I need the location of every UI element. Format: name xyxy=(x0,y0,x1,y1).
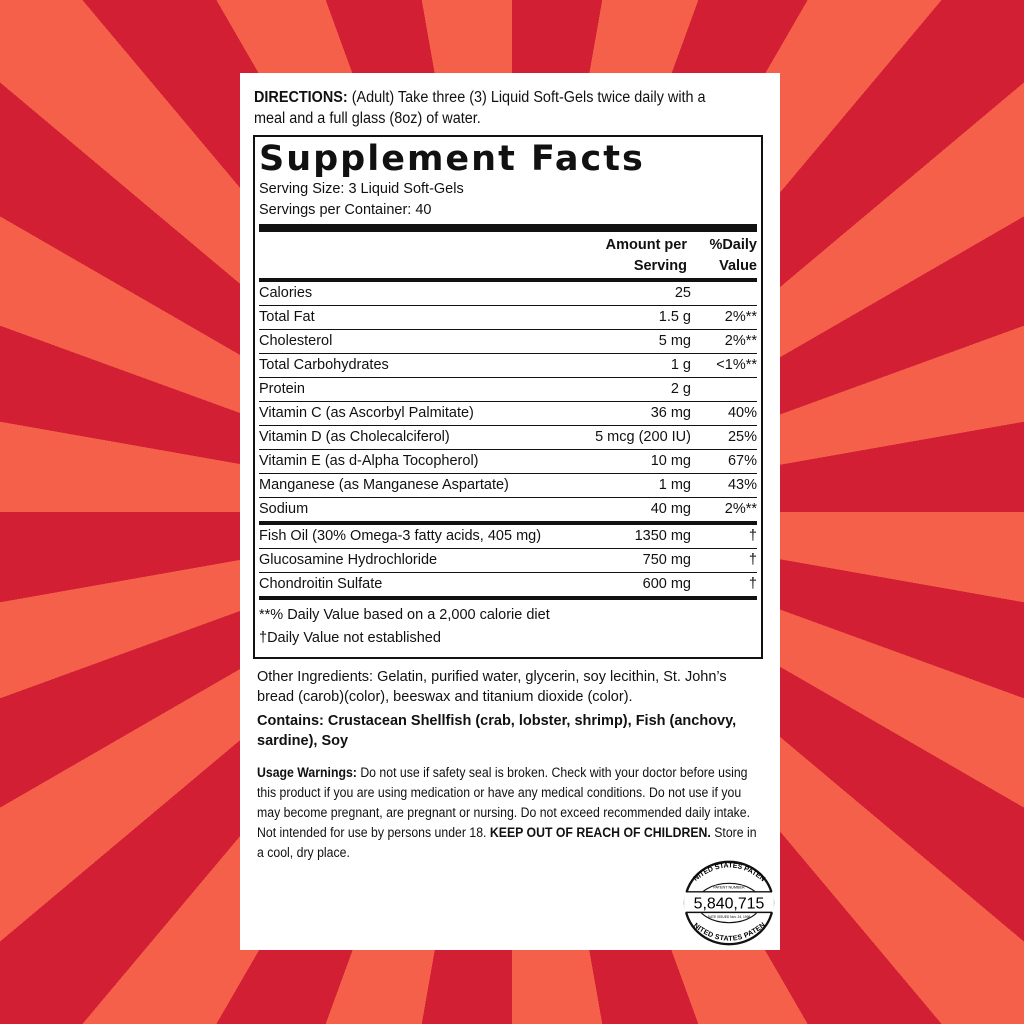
row-amount: 36 mg xyxy=(650,405,691,421)
ingredients: Other Ingredients: Gelatin, purified wat… xyxy=(257,667,767,751)
table-header: Amount per Serving %Daily Value xyxy=(259,232,757,278)
row-name: Sodium xyxy=(259,501,309,517)
table-row: Glucosamine Hydrochloride 750 mg † xyxy=(259,549,757,573)
warnings-text: Do not use if safety seal is broken. Che… xyxy=(257,765,751,840)
row-name: Protein xyxy=(259,381,305,397)
row-amount: 5 mcg (200 IU) xyxy=(595,429,691,445)
serving-size: Serving Size: 3 Liquid Soft-Gels xyxy=(259,181,464,197)
row-name: Cholesterol xyxy=(259,333,333,349)
col-amount: Amount per Serving xyxy=(547,235,687,278)
allergen-contains: Contains: Crustacean Shellfish (crab, lo… xyxy=(257,713,737,749)
row-amount: 10 mg xyxy=(650,453,691,469)
col-amount-line2: Serving xyxy=(633,258,687,274)
table-row: Total Fat 1.5 g 2%** xyxy=(259,306,757,330)
facts-title: Supplement Facts xyxy=(259,139,645,179)
warnings-end: Store in a cool, dry place. xyxy=(257,825,757,860)
divider xyxy=(259,596,757,600)
supplement-facts-panel: Supplement Facts Serving Size: 3 Liquid … xyxy=(253,135,763,659)
row-name: Chondroitin Sulfate xyxy=(259,576,383,592)
row-amount: 40 mg xyxy=(650,501,691,517)
row-name: Total Carbohydrates xyxy=(259,357,389,373)
table-row: Cholesterol 5 mg 2%** xyxy=(259,330,757,354)
row-amount: 1350 mg xyxy=(634,528,691,544)
row-name: Glucosamine Hydrochloride xyxy=(259,552,438,568)
supplement-label: DIRECTIONS: (Adult) Take three (3) Liqui… xyxy=(240,73,780,950)
seal-date: DATE ISSUED Nov. 24, 1998 xyxy=(708,915,751,919)
row-amount: 750 mg xyxy=(642,552,691,568)
row-dv xyxy=(691,282,757,305)
row-name: Fish Oil (30% Omega-3 fatty acids, 405 m… xyxy=(259,528,542,544)
warnings-label: Usage Warnings: xyxy=(257,765,357,780)
divider xyxy=(259,278,757,282)
row-amount: 1 mg xyxy=(658,477,691,493)
seal-number: 5,840,715 xyxy=(694,896,765,913)
divider xyxy=(259,521,757,525)
row-name: Vitamin E (as d-Alpha Tocopherol) xyxy=(259,453,479,469)
table-row: Chondroitin Sulfate 600 mg † xyxy=(259,573,757,596)
divider xyxy=(259,224,757,232)
row-name: Vitamin D (as Cholecalciferol) xyxy=(259,429,450,445)
row-amount: 25 xyxy=(674,285,691,301)
table-row: Sodium 40 mg 2%** xyxy=(259,498,757,521)
table-row: Vitamin E (as d-Alpha Tocopherol) 10 mg 67… xyxy=(259,450,757,474)
other-ingredients: Other Ingredients: Gelatin, purified wat… xyxy=(257,669,727,705)
row-dv: 25% xyxy=(727,429,757,445)
table-row: Vitamin C (as Ascorbyl Palmitate) 36 mg 40… xyxy=(259,402,757,426)
warnings-caps: KEEP OUT OF REACH OF CHILDREN. xyxy=(489,825,711,840)
seal-label: PATENT NUMBER xyxy=(713,885,745,889)
row-name: Total Fat xyxy=(259,309,315,325)
row-dv: 2%** xyxy=(724,501,757,517)
col-amount-line1: Amount per xyxy=(605,237,687,253)
row-dv: 67% xyxy=(727,453,757,469)
row-dv: 43% xyxy=(727,477,757,493)
table-row: Calories 25 xyxy=(259,282,757,306)
row-dv: † xyxy=(748,576,757,592)
directions-text: (Adult) Take three (3) Liquid Soft-Gels … xyxy=(254,89,706,127)
row-dv xyxy=(691,378,757,401)
col-dv-line1: %Daily xyxy=(709,237,757,253)
table-row: Total Carbohydrates 1 g <1%** xyxy=(259,354,757,378)
table-row: Vitamin D (as Cholecalciferol) 5 mcg (200… xyxy=(259,426,757,450)
col-dv-line2: Value xyxy=(719,258,757,274)
table-row: Fish Oil (30% Omega-3 fatty acids, 405 m… xyxy=(259,525,757,549)
row-dv: 2%** xyxy=(724,309,757,325)
servings-per-container: Servings per Container: 40 xyxy=(259,202,432,218)
row-amount: 1.5 g xyxy=(658,309,691,325)
row-amount: 2 g xyxy=(670,381,691,397)
directions-label: DIRECTIONS: xyxy=(254,89,348,106)
row-amount: 600 mg xyxy=(642,576,691,592)
usage-warnings: Usage Warnings: Do not use if safety sea… xyxy=(257,763,767,863)
patent-seal-icon: UNITED STATES PATENT UNITED STATES PATEN… xyxy=(682,859,775,946)
row-amount: 1 g xyxy=(670,357,691,373)
footnote-not-established: †Daily Value not established xyxy=(259,630,441,646)
table-row: Manganese (as Manganese Aspartate) 1 mg 43… xyxy=(259,474,757,498)
row-name: Vitamin C (as Ascorbyl Palmitate) xyxy=(259,405,474,421)
col-dv: %Daily Value xyxy=(687,235,757,278)
row-name: Calories xyxy=(259,285,313,301)
row-dv: † xyxy=(748,528,757,544)
row-name: Manganese (as Manganese Aspartate) xyxy=(259,477,509,493)
row-amount: 5 mg xyxy=(658,333,691,349)
footnote-dv: **% Daily Value based on a 2,000 calorie… xyxy=(259,607,550,623)
row-dv: <1%** xyxy=(716,357,757,373)
row-dv: † xyxy=(748,552,757,568)
row-dv: 40% xyxy=(727,405,757,421)
directions: DIRECTIONS: (Adult) Take three (3) Liqui… xyxy=(254,87,733,129)
table-row: Protein 2 g xyxy=(259,378,757,402)
row-dv: 2%** xyxy=(724,333,757,349)
